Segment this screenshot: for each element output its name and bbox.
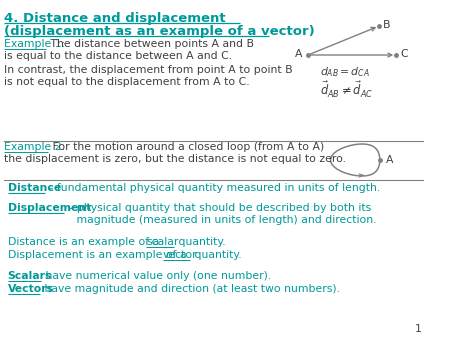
Text: quantity.: quantity. [176,237,226,247]
Text: Displacement: Displacement [8,203,91,213]
Text: The distance between points A and B: The distance between points A and B [47,39,254,49]
Text: $d_{AB} = d_{CA}$: $d_{AB} = d_{CA}$ [320,65,370,79]
Text: is not equal to the displacement from A to C.: is not equal to the displacement from A … [4,77,249,87]
Text: C: C [400,49,408,59]
Text: Distance: Distance [8,183,61,193]
Text: Vectors: Vectors [8,284,54,294]
Text: Scalars: Scalars [8,271,52,281]
Text: quantity.: quantity. [190,250,241,260]
Text: have numerical value only (one number).: have numerical value only (one number). [42,271,271,281]
Text: 1: 1 [415,324,422,334]
Text: For the motion around a closed loop (from A to A): For the motion around a closed loop (fro… [50,142,324,152]
Text: - physical quantity that should be described by both its: - physical quantity that should be descr… [66,203,372,213]
Text: scalar: scalar [146,237,178,247]
Text: A: A [295,49,302,59]
Text: In contrast, the displacement from point A to point B: In contrast, the displacement from point… [4,65,293,75]
Text: the displacement is zero, but the distance is not equal to zero.: the displacement is zero, but the distan… [4,154,346,164]
Text: is equal to the distance between A and C.: is equal to the distance between A and C… [4,51,232,61]
Text: magnitude (measured in units of length) and direction.: magnitude (measured in units of length) … [66,215,377,225]
Text: 4. Distance and displacement: 4. Distance and displacement [4,12,225,25]
Text: have magnitude and direction (at least two numbers).: have magnitude and direction (at least t… [41,284,340,294]
Text: Distance is an example of a: Distance is an example of a [8,237,162,247]
Text: vector: vector [163,250,198,260]
Text: Example 2:: Example 2: [4,142,65,152]
Text: (displacement as an example of a vector): (displacement as an example of a vector) [4,25,315,38]
Text: - fundamental physical quantity measured in units of length.: - fundamental physical quantity measured… [46,183,381,193]
Text: $\vec{d}_{AB} \neq \vec{d}_{AC}$: $\vec{d}_{AB} \neq \vec{d}_{AC}$ [320,80,374,100]
Text: A: A [386,155,393,165]
Text: Example 1:: Example 1: [4,39,65,49]
Text: Displacement is an example of a: Displacement is an example of a [8,250,190,260]
Text: B: B [383,20,391,30]
